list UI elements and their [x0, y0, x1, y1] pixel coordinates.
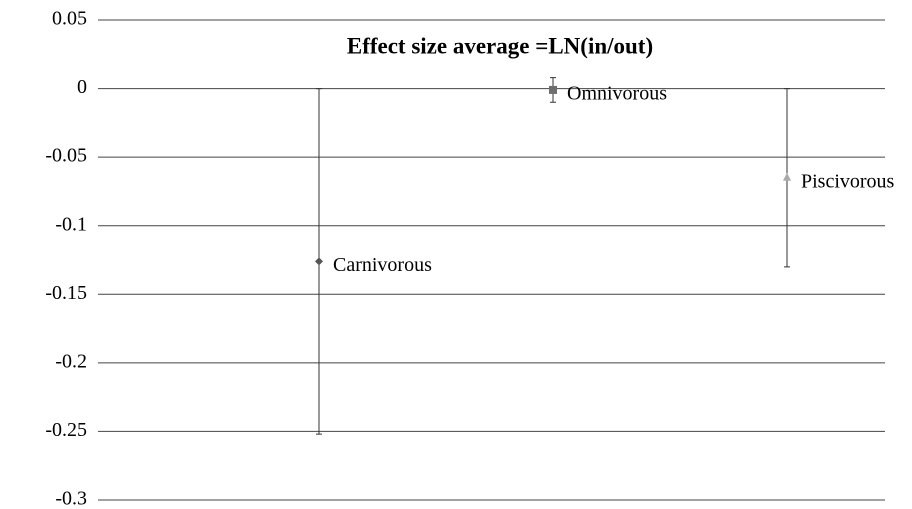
chart-title: Effect size average =LN(in/out) [347, 33, 653, 58]
marker [783, 172, 791, 181]
y-tick-label: 0.05 [52, 8, 87, 30]
y-tick-label: -0.2 [55, 350, 87, 372]
data-label: Piscivorous [801, 170, 895, 192]
data-label: Omnivorous [567, 83, 667, 105]
y-tick-label: -0.05 [45, 145, 87, 167]
marker [315, 257, 323, 266]
y-tick-label: -0.25 [45, 419, 87, 441]
y-tick-label: -0.1 [55, 213, 87, 235]
y-tick-label: 0 [77, 76, 87, 98]
marker [549, 85, 557, 94]
data-label: Carnivorous [333, 254, 432, 276]
y-tick-label: -0.3 [55, 488, 87, 509]
y-tick-label: -0.15 [45, 282, 87, 304]
